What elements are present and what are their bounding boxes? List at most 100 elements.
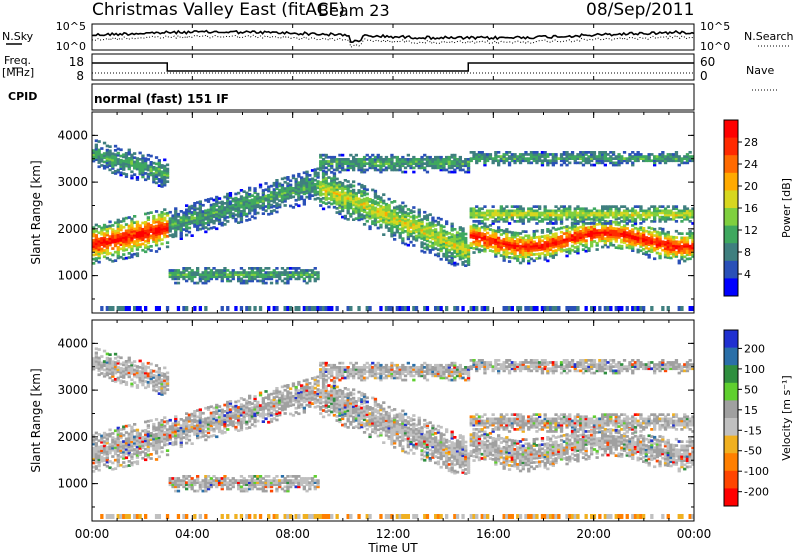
power-cell [518, 161, 523, 165]
power-cell [469, 211, 473, 215]
power-cell [324, 196, 328, 199]
power-cell [486, 306, 490, 311]
power-cell [631, 207, 635, 211]
power-cell [239, 279, 244, 283]
power-cell [94, 250, 98, 254]
power-cell [108, 155, 112, 159]
power-cell [568, 209, 572, 213]
power-cell [102, 251, 107, 254]
velocity-cell [146, 434, 150, 438]
power-cell [494, 209, 498, 213]
velocity-cell [146, 441, 150, 444]
power-cell [532, 232, 536, 235]
power-cell [581, 225, 586, 228]
power-cell [212, 215, 216, 219]
power-cell [680, 257, 684, 261]
power-cell [146, 168, 150, 172]
power-cell [669, 209, 673, 213]
power-cell [549, 242, 553, 245]
power-cell [628, 229, 632, 233]
power-cell [557, 244, 561, 247]
power-cell [581, 227, 586, 230]
power-cell [647, 236, 651, 240]
velocity-cell [157, 379, 161, 383]
power-cell [165, 245, 170, 249]
power-cell [469, 215, 473, 219]
power-cell [565, 237, 569, 241]
power-cell [163, 158, 167, 162]
power-cell [253, 216, 257, 220]
power-cell [163, 169, 167, 172]
power-cell [491, 211, 495, 215]
power-cell [672, 242, 676, 245]
power-cell [658, 252, 662, 256]
power-cell [543, 207, 547, 211]
power-cell [108, 239, 112, 243]
power-cell [357, 208, 361, 211]
power-cell [581, 223, 586, 226]
power-cell [371, 153, 375, 157]
power-cell [628, 209, 632, 213]
power-cell [384, 205, 389, 208]
power-cell [387, 223, 391, 226]
power-cell [130, 253, 134, 257]
velocity-cell [135, 445, 140, 449]
power-cell [524, 157, 528, 160]
power-cell [666, 159, 670, 163]
power-cell [239, 273, 244, 276]
power-cell [300, 269, 304, 272]
power-cell [146, 175, 150, 178]
power-cell [628, 213, 632, 217]
power-cell [587, 232, 591, 236]
power-cell [590, 240, 594, 244]
velocity-cell [94, 452, 98, 456]
power-cell [458, 253, 462, 257]
power-cell [354, 158, 358, 161]
velocity-cell [146, 374, 150, 378]
power-cell [242, 205, 246, 208]
power-cell [475, 243, 479, 247]
power-cell [116, 231, 120, 234]
power-cell [371, 164, 375, 168]
power-cell [119, 228, 123, 232]
power-cell [499, 157, 503, 160]
velocity-cell [97, 454, 101, 457]
power-cell [258, 275, 263, 279]
power-cell [557, 306, 561, 311]
power-cell [414, 226, 419, 229]
power-cell [250, 273, 254, 276]
power-cell [398, 168, 402, 172]
power-cell [434, 224, 438, 227]
power-cell [113, 240, 118, 243]
power-cell [237, 204, 241, 208]
power-cell [647, 211, 651, 215]
velocity-cell [160, 386, 164, 390]
power-cell [518, 261, 523, 265]
power-cell [442, 238, 446, 241]
power-cell [327, 184, 331, 188]
power-cell [549, 209, 553, 213]
power-cell [518, 211, 523, 215]
power-cell [535, 155, 539, 158]
power-cell [313, 183, 317, 186]
power-cell [286, 267, 290, 270]
power-cell [116, 250, 120, 253]
power-cell [554, 251, 558, 254]
power-cell [384, 211, 389, 214]
power-cell [319, 185, 323, 188]
power-cell [554, 249, 558, 252]
power-cell [521, 222, 525, 225]
power-cell [324, 155, 328, 159]
velocity-cell [171, 430, 175, 434]
velocity-cell [127, 424, 131, 427]
power-cell [573, 220, 577, 223]
power-cell [436, 223, 441, 226]
power-cell [510, 215, 514, 219]
power-cell [579, 215, 583, 219]
power-cell [653, 248, 657, 252]
power-cell [352, 197, 356, 200]
power-cell [609, 233, 613, 236]
power-cell [330, 187, 334, 191]
power-cell [472, 228, 476, 231]
power-cell [417, 229, 421, 233]
